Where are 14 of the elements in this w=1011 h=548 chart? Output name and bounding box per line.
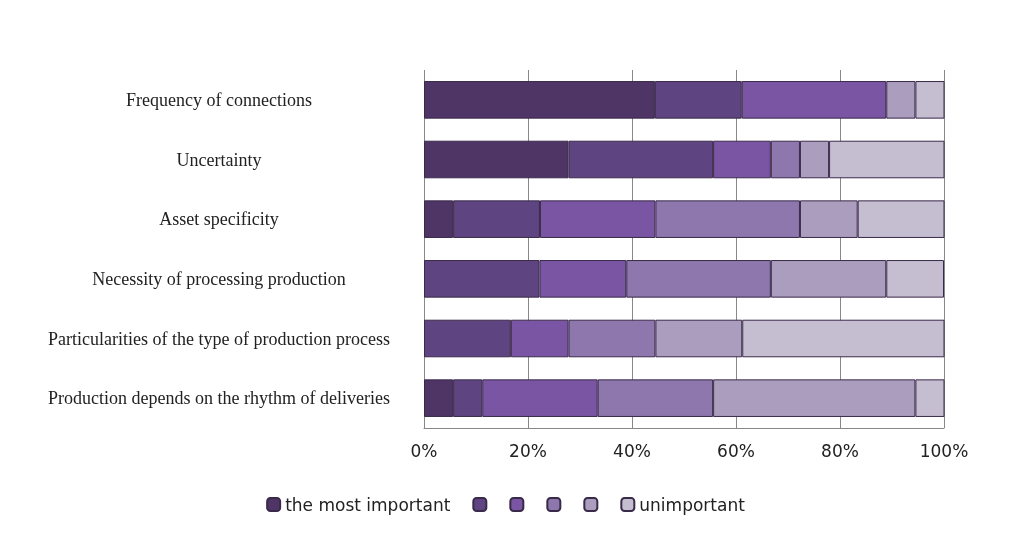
y-tick-label: Uncertainty xyxy=(176,149,262,170)
x-tick-label: 20% xyxy=(509,440,547,461)
x-tick-label: 100% xyxy=(919,440,969,461)
y-tick-label: Production depends on the rhythm of deliveries xyxy=(48,388,390,409)
x-tick-label: 80% xyxy=(821,440,859,461)
x-tick-label: 60% xyxy=(717,440,755,461)
legend-label: unimportant xyxy=(639,494,746,515)
legend-label: the most important xyxy=(285,494,451,515)
x-tick-label: 0% xyxy=(410,440,438,461)
y-tick-label: Necessity of processing production xyxy=(92,268,346,289)
y-tick-label: Asset specificity xyxy=(159,209,279,230)
y-tick-label: Particularities of the type of production process xyxy=(48,328,390,349)
x-tick-label: 40% xyxy=(613,440,651,461)
y-tick-label: Frequency of connections xyxy=(126,89,312,110)
